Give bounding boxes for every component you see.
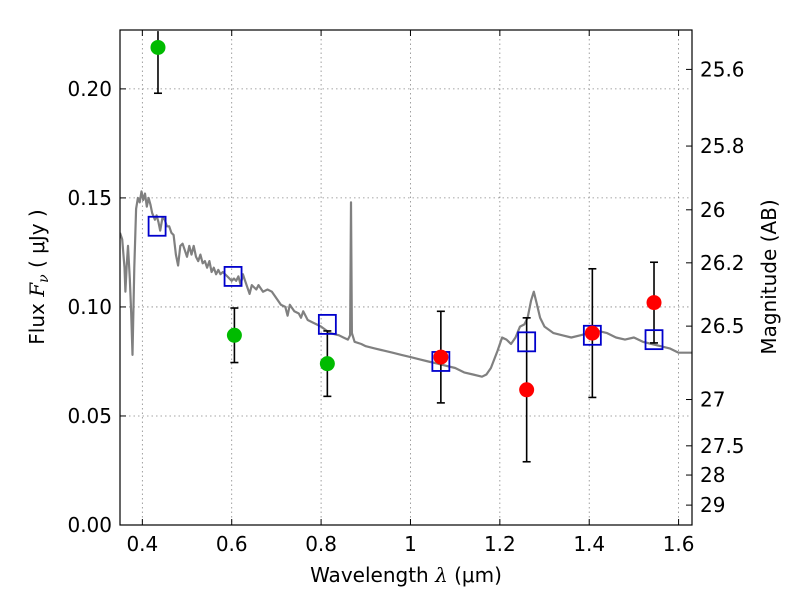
x-tick-label: 1 [404,532,417,556]
x-ticks: 0.4 0.6 0.8 1 1.2 1.4 1.6 [126,30,695,556]
photometry-point [584,325,600,341]
y2-tick-label: 27 [700,388,725,412]
photometry-point [519,382,535,398]
x-tick-label: 0.6 [216,532,248,556]
photometry-point-layer [150,39,662,398]
grid-lines [120,30,692,525]
y-tick-label: 0.20 [67,77,112,101]
photometry-point [646,295,662,311]
x-axis-label-pre: Wavelength [310,563,435,587]
y2-tick-label: 28 [700,463,725,487]
bandpass-square [517,331,537,353]
plot-frame [119,29,693,526]
y-axis-label-symbol: F [25,282,49,298]
y2-tick-label: 25.6 [700,57,745,81]
y2-tick-label: 26.5 [700,314,745,338]
bandpass-square-layer [147,215,664,372]
model-spectrum-layer [120,190,692,378]
y-axis-label: Flux Fν ( μJy ) [25,209,52,344]
x-tick-label: 0.4 [126,532,158,556]
x-tick-label: 1.6 [663,532,695,556]
plot-background [120,30,692,525]
photometry-point [150,39,166,55]
y2-tick-label: 27.5 [700,434,745,458]
x-tick-label: 0.8 [305,532,337,556]
y-axis-label-pre: Flux [25,297,49,345]
photometry-point [226,327,242,343]
x-axis-label-symbol: λ [434,563,448,587]
bandpass-square [147,215,167,237]
bandpass-square [644,329,664,351]
y2-axis-label: Magnitude (AB) [757,199,781,354]
bandpass-square [223,266,243,287]
y-tick-label: 0.05 [67,404,112,428]
y2-tick-label: 29 [700,493,725,517]
y-tick-label: 0.00 [67,513,112,537]
model-spectrum-line [120,190,692,378]
x-tick-label: 1.4 [573,532,605,556]
photometry-point [433,349,449,365]
y2-ticks: 25.6 25.8 26 26.2 26.5 27 27.5 28 29 [686,57,745,517]
y2-tick-label: 26 [700,198,725,222]
y-ticks: 0.00 0.05 0.10 0.15 0.20 [67,77,126,537]
y2-tick-label: 25.8 [700,134,745,158]
y-axis-label-post: ( μJy ) [25,209,49,274]
photometry-point [319,356,335,372]
x-axis-label-post: (μm) [448,563,502,587]
y2-tick-label: 26.2 [700,251,745,275]
y-tick-label: 0.15 [67,186,112,210]
x-tick-label: 1.2 [484,532,516,556]
y-tick-label: 0.10 [67,295,112,319]
y-axis-label-subscript: ν [36,274,52,283]
x-axis-label: Wavelength λ (μm) [310,563,502,587]
bandpass-square [317,313,337,335]
